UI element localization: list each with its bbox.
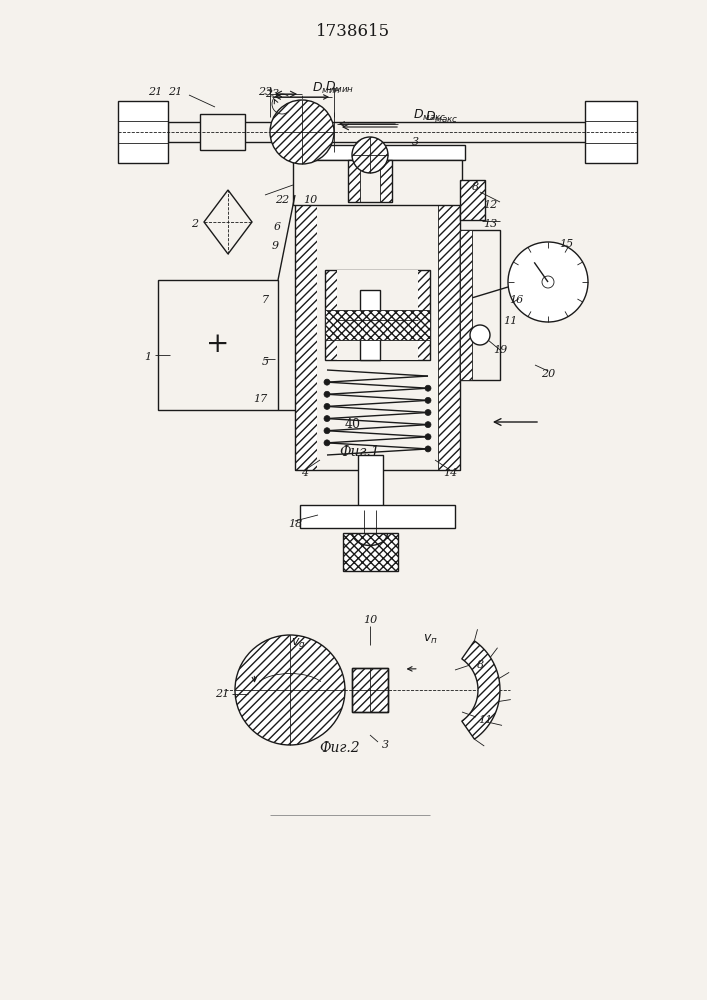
Circle shape (324, 428, 330, 434)
Circle shape (324, 416, 330, 422)
Bar (460, 180, 485, 220)
Text: 11: 11 (503, 316, 517, 326)
Bar (158, 280, 278, 410)
Text: $D_{мин}$: $D_{мин}$ (312, 80, 341, 96)
Text: 3: 3 (411, 137, 419, 147)
Circle shape (470, 325, 490, 345)
Text: 1: 1 (144, 352, 151, 362)
Circle shape (425, 385, 431, 391)
Text: 21: 21 (215, 689, 229, 699)
Bar (295, 160, 460, 470)
Text: 10: 10 (363, 615, 377, 625)
Bar (317, 160, 438, 470)
Text: 7: 7 (262, 295, 269, 305)
Circle shape (425, 446, 431, 452)
Bar (118, 101, 168, 163)
Circle shape (352, 137, 388, 173)
Text: 20: 20 (541, 369, 555, 379)
Bar (290, 145, 465, 160)
Bar (295, 160, 317, 470)
Text: $D_{макс}$: $D_{макс}$ (425, 109, 459, 125)
Text: 12: 12 (483, 200, 497, 210)
Circle shape (425, 434, 431, 440)
Bar (360, 290, 380, 360)
Text: 21: 21 (168, 87, 182, 97)
Text: 11: 11 (478, 715, 492, 725)
Circle shape (324, 403, 330, 409)
Bar (300, 505, 455, 528)
Circle shape (324, 440, 330, 446)
Circle shape (324, 391, 330, 397)
Text: 6: 6 (274, 222, 281, 232)
Bar (348, 160, 360, 202)
Text: 15: 15 (559, 239, 573, 249)
Bar (358, 455, 382, 510)
Bar (293, 160, 462, 205)
Text: 1738615: 1738615 (316, 23, 390, 40)
Text: $D_{макс}$: $D_{макс}$ (413, 107, 447, 123)
Text: 8: 8 (472, 182, 479, 192)
Circle shape (425, 397, 431, 403)
Bar (325, 310, 430, 340)
Circle shape (324, 379, 330, 385)
Bar (380, 160, 392, 202)
Text: 16: 16 (509, 295, 523, 305)
Bar (200, 114, 245, 150)
Bar (460, 230, 500, 380)
Text: 40: 40 (345, 418, 361, 432)
Bar (352, 668, 388, 712)
Text: 14: 14 (443, 468, 457, 478)
Text: 18: 18 (288, 519, 302, 529)
Bar (460, 230, 472, 380)
Bar (352, 668, 388, 712)
Text: 13: 13 (483, 219, 497, 229)
Bar (348, 160, 392, 202)
Bar (325, 270, 430, 360)
Circle shape (508, 242, 588, 322)
Text: 3: 3 (382, 740, 389, 750)
Text: 5: 5 (262, 357, 269, 367)
Text: 9: 9 (271, 241, 279, 251)
Text: 19: 19 (493, 345, 507, 355)
Text: Фиг.1: Фиг.1 (339, 445, 380, 459)
Text: $D_{мин}$: $D_{мин}$ (325, 79, 355, 95)
Bar (342, 533, 397, 571)
Circle shape (235, 635, 345, 745)
Bar (438, 160, 460, 470)
Text: 23: 23 (265, 89, 279, 99)
Circle shape (425, 410, 431, 416)
Text: 23: 23 (258, 87, 272, 97)
Text: 2: 2 (192, 219, 199, 229)
Polygon shape (462, 641, 500, 739)
Circle shape (425, 422, 431, 428)
Bar (337, 270, 418, 360)
Text: $v_п$: $v_п$ (423, 632, 438, 646)
Text: 21: 21 (148, 87, 162, 97)
Bar (168, 122, 595, 142)
Text: 17: 17 (253, 394, 267, 404)
Text: $v_g$: $v_g$ (291, 636, 305, 651)
Text: +: + (206, 332, 230, 359)
Text: 8: 8 (477, 660, 484, 670)
Bar (585, 101, 637, 163)
Text: 22: 22 (275, 195, 289, 205)
Text: 10: 10 (303, 195, 317, 205)
Text: 4: 4 (301, 468, 308, 478)
Text: Фиг.2: Фиг.2 (320, 741, 361, 755)
Circle shape (270, 100, 334, 164)
